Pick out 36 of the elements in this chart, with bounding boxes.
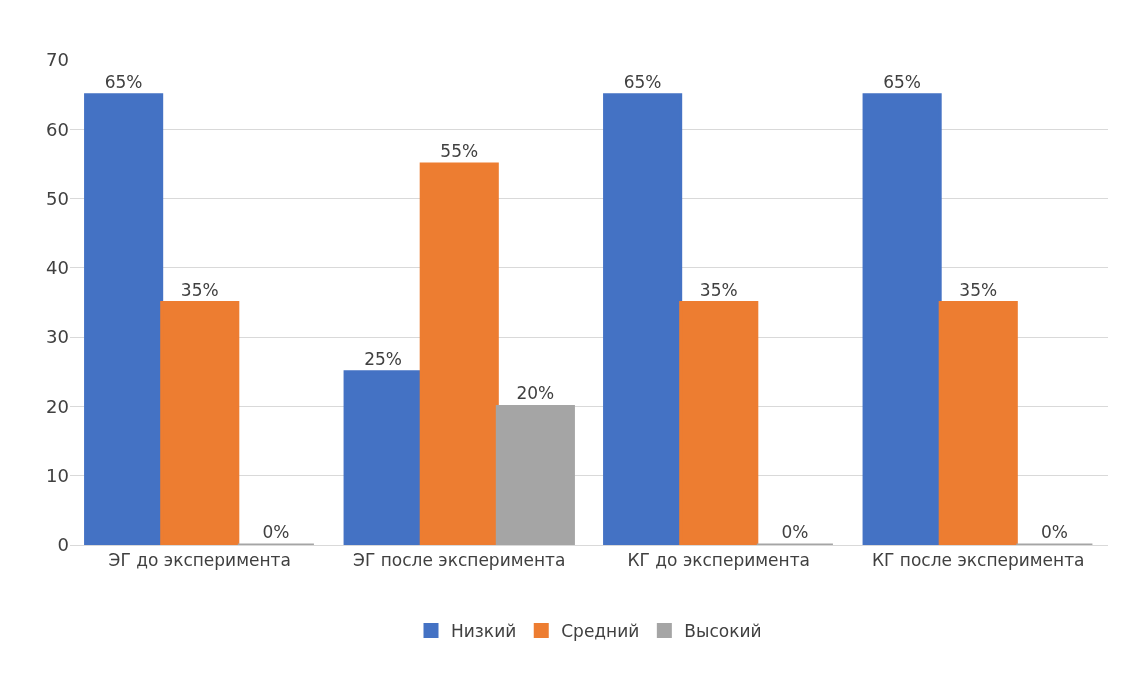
legend-label: Высокий — [684, 621, 762, 642]
y-tick-label: 50 — [46, 187, 69, 209]
legend-label: Низкий — [451, 621, 517, 642]
y-tick-label: 30 — [46, 326, 69, 348]
y-tick-label: 70 — [46, 49, 69, 71]
data-label: 35% — [699, 279, 738, 300]
data-label: 65% — [623, 71, 662, 92]
data-label: 65% — [883, 71, 922, 92]
bar — [419, 162, 499, 545]
data-label: 0% — [1040, 522, 1068, 542]
y-tick-label: 40 — [46, 257, 69, 279]
y-tick-label: 20 — [46, 395, 69, 417]
bar — [938, 301, 1018, 545]
x-tick-label: КГ до эксперимента — [627, 550, 810, 571]
bar — [862, 93, 942, 545]
bar — [495, 404, 575, 545]
bar — [160, 301, 240, 545]
bar — [603, 93, 683, 545]
data-label: 25% — [364, 348, 403, 369]
x-tick-label: ЭГ после эксперимента — [353, 550, 566, 571]
x-tick-label: КГ после эксперимента — [871, 550, 1085, 571]
y-tick-label: 0 — [57, 534, 69, 556]
data-label: 65% — [104, 71, 143, 92]
data-label: 20% — [516, 383, 555, 404]
data-label: 0% — [262, 522, 290, 542]
legend-label: Средний — [561, 621, 640, 642]
y-tick-label: 60 — [46, 118, 69, 140]
bar — [84, 93, 164, 545]
data-label: 35% — [180, 279, 219, 300]
bar — [679, 301, 759, 545]
y-tick-label: 10 — [46, 465, 69, 487]
x-tick-label: ЭГ до эксперимента — [108, 550, 291, 571]
data-label: 55% — [440, 140, 479, 161]
data-label: 0% — [781, 522, 809, 542]
data-label: 35% — [959, 279, 998, 300]
bar — [343, 370, 423, 545]
